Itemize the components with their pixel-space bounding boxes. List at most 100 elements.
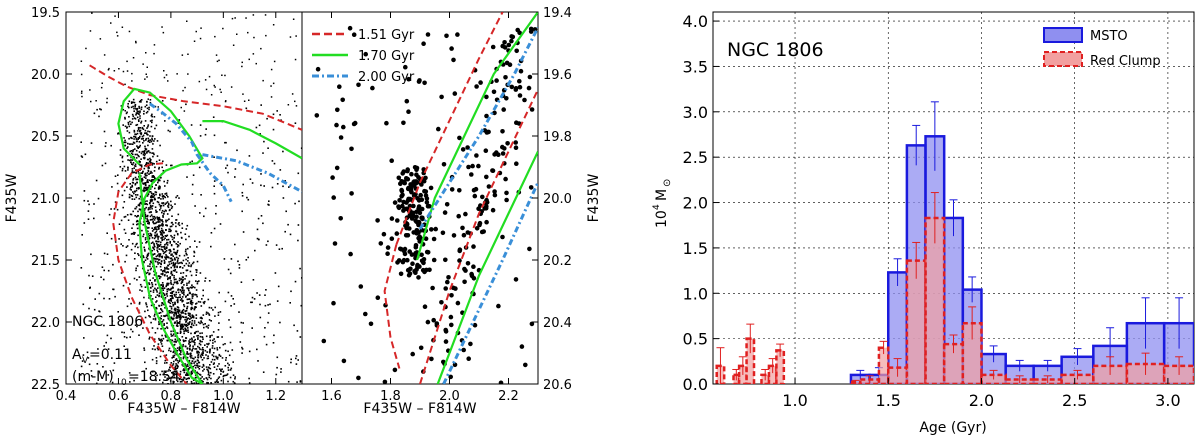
cmd-star <box>168 203 170 206</box>
cmd-star <box>220 369 222 371</box>
cmd-star <box>232 374 235 376</box>
cmd-star <box>265 343 268 346</box>
cmd-star <box>164 185 166 187</box>
cmd-star <box>250 301 252 304</box>
cmd-star <box>194 306 196 308</box>
cmd-star <box>208 313 210 315</box>
cmd-star <box>195 303 197 305</box>
cmd-star <box>460 147 466 152</box>
cmd-star <box>167 383 169 384</box>
cmd-star <box>195 387 197 389</box>
cmd-star <box>186 298 189 301</box>
cmd-star <box>186 319 188 321</box>
cmd-star <box>157 287 159 289</box>
cmd-star <box>149 157 151 160</box>
cmd-star <box>230 86 233 88</box>
cmd-star <box>93 308 96 311</box>
cmd-star <box>167 277 169 279</box>
cmd-star <box>262 79 264 82</box>
cmd-star <box>225 357 227 359</box>
middle-x-axis-label: F435W – F814W <box>363 401 476 417</box>
cmd-star <box>143 113 145 115</box>
cmd-star <box>208 385 210 387</box>
cmd-star <box>173 237 175 239</box>
cmd-star <box>233 303 236 305</box>
cmd-star <box>137 204 140 206</box>
cmd-star <box>157 188 160 190</box>
cmd-star <box>161 225 164 227</box>
cmd-star <box>136 227 139 230</box>
cmd-star <box>176 73 178 75</box>
cmd-star <box>188 289 190 292</box>
cmd-star <box>105 142 107 144</box>
cmd-star <box>484 113 489 119</box>
cmd-star <box>153 116 156 118</box>
cmd-star <box>144 187 147 189</box>
cmd-star <box>155 221 158 224</box>
cmd-star <box>162 252 165 255</box>
cmd-star <box>99 38 102 40</box>
cmd-star <box>280 368 282 370</box>
cmd-star <box>407 203 413 209</box>
cmd-star <box>215 54 218 56</box>
middle-y-tick-label: 20.6 <box>543 378 572 393</box>
isochrone-line <box>117 87 204 384</box>
cmd-star <box>500 43 506 49</box>
cmd-star <box>253 298 256 300</box>
cmd-star <box>171 205 174 208</box>
cmd-star <box>205 377 208 379</box>
cmd-star <box>102 366 104 368</box>
cmd-star <box>247 31 249 34</box>
cmd-star <box>130 137 132 139</box>
cmd-star <box>144 250 146 252</box>
cmd-star <box>154 313 156 316</box>
cmd-star <box>284 230 286 233</box>
cmd-star <box>143 208 146 210</box>
cmd-star <box>198 373 201 376</box>
cmd-star <box>151 358 154 361</box>
cluster-name-annotation: NGC 1806 <box>72 314 143 330</box>
cmd-star <box>169 295 172 297</box>
cmd-star <box>129 188 132 190</box>
cmd-star <box>184 233 187 235</box>
cmd-star <box>178 360 181 362</box>
cmd-star <box>147 265 149 267</box>
middle-x-tick-label: 1.8 <box>380 389 401 404</box>
cmd-star <box>180 323 183 326</box>
cmd-star <box>182 308 185 311</box>
cmd-star <box>128 137 130 140</box>
cmd-star <box>124 232 127 234</box>
cmd-star <box>176 299 178 302</box>
cmd-star <box>179 332 182 334</box>
cmd-star <box>126 60 128 63</box>
cmd-star <box>281 247 283 250</box>
cmd-star <box>134 148 136 150</box>
cmd-star <box>179 317 182 320</box>
cmd-star <box>146 152 148 154</box>
cmd-star <box>504 197 509 203</box>
cmd-star <box>287 104 290 106</box>
cmd-star <box>191 340 193 343</box>
cmd-star <box>135 178 137 181</box>
cmd-star <box>406 109 411 114</box>
cmd-star <box>168 261 170 263</box>
cmd-star <box>139 127 141 129</box>
cmd-star <box>208 314 211 316</box>
cmd-star <box>127 169 129 171</box>
cmd-star <box>229 341 232 344</box>
cmd-star <box>147 134 149 136</box>
cmd-star <box>190 373 192 375</box>
cmd-star <box>130 328 132 331</box>
cmd-star <box>277 285 280 288</box>
cmd-star <box>116 35 119 37</box>
cmd-star <box>88 307 90 310</box>
cmd-star <box>140 133 142 136</box>
cmd-star <box>176 261 179 263</box>
cmd-star <box>186 305 189 308</box>
cmd-star <box>158 255 161 258</box>
cmd-star <box>176 282 178 285</box>
cmd-star <box>181 237 183 239</box>
cmd-star <box>153 153 155 156</box>
cmd-star <box>149 200 152 203</box>
cmd-star <box>159 355 162 358</box>
